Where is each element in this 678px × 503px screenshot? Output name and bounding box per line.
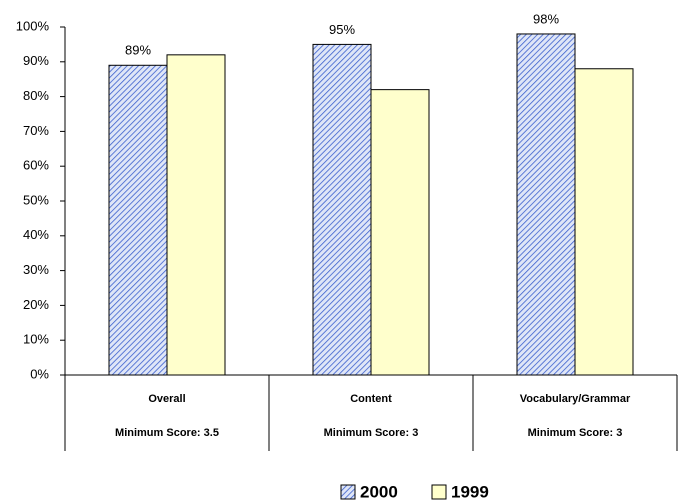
- legend-label: 2000: [360, 482, 398, 501]
- y-tick-label: 0%: [30, 366, 49, 381]
- y-tick-label: 30%: [23, 262, 49, 277]
- bar: [108, 64, 168, 376]
- y-tick-label: 10%: [23, 332, 49, 347]
- y-tick-label: 80%: [23, 88, 49, 103]
- legend-swatch: [340, 484, 356, 500]
- y-tick-label: 50%: [23, 192, 49, 207]
- y-tick-label: 40%: [23, 227, 49, 242]
- data-label: 95%: [329, 22, 355, 37]
- data-label: 89%: [125, 43, 151, 58]
- data-label: 98%: [533, 11, 559, 26]
- x-tick-label: Vocabulary/Grammar: [520, 393, 631, 405]
- y-tick-label: 60%: [23, 158, 49, 173]
- y-tick-label: 90%: [23, 53, 49, 68]
- y-tick-label: 20%: [23, 297, 49, 312]
- bar: [312, 43, 372, 376]
- y-tick-label: 70%: [23, 123, 49, 138]
- legend-label: 1999: [451, 482, 489, 501]
- x-tick-label: Overall: [148, 393, 185, 405]
- bar: [166, 54, 226, 376]
- bar: [516, 33, 576, 376]
- bar: [574, 68, 634, 376]
- category-note: Minimum Score: 3: [324, 427, 419, 439]
- x-tick-label: Content: [350, 393, 392, 405]
- category-note: Minimum Score: 3: [528, 427, 623, 439]
- bar: [370, 89, 430, 376]
- legend-swatch: [431, 484, 447, 500]
- y-tick-label: 100%: [16, 18, 50, 33]
- category-note: Minimum Score: 3.5: [115, 427, 219, 439]
